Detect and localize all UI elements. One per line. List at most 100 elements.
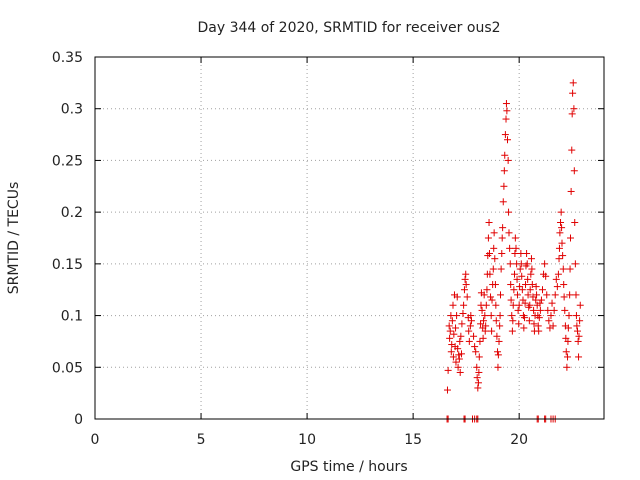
data-point xyxy=(548,299,556,307)
data-point xyxy=(569,79,577,87)
data-point xyxy=(544,306,552,314)
data-point xyxy=(448,317,456,325)
data-point xyxy=(541,260,549,268)
data-point xyxy=(452,358,460,366)
data-point xyxy=(450,330,458,338)
data-point xyxy=(523,250,531,258)
data-point xyxy=(515,301,523,309)
data-point xyxy=(482,301,490,309)
data-point xyxy=(545,317,553,325)
x-tick-label: 15 xyxy=(404,432,422,448)
data-point xyxy=(502,115,510,123)
y-tick-label: 0.1 xyxy=(61,309,83,325)
data-point xyxy=(527,270,535,278)
data-point xyxy=(559,265,567,273)
data-point xyxy=(505,229,513,237)
data-point xyxy=(500,182,508,190)
data-point xyxy=(483,286,491,294)
data-point xyxy=(480,291,488,299)
data-point xyxy=(537,296,545,304)
data-point xyxy=(573,322,581,330)
data-point xyxy=(461,275,469,283)
data-point xyxy=(513,291,521,299)
data-point xyxy=(558,224,566,232)
data-point xyxy=(475,353,483,361)
data-point xyxy=(456,368,464,376)
x-tick-label: 20 xyxy=(510,432,528,448)
data-point xyxy=(509,317,517,325)
data-point xyxy=(485,250,493,258)
data-point xyxy=(573,327,581,335)
data-point xyxy=(476,337,484,345)
data-point xyxy=(482,322,490,330)
data-point xyxy=(575,332,583,340)
data-point xyxy=(498,250,506,258)
data-point xyxy=(550,306,558,314)
y-axis-label: SRMTID / TECUs xyxy=(6,182,22,295)
data-point xyxy=(560,281,568,289)
data-point xyxy=(547,312,555,320)
data-point xyxy=(526,301,534,309)
data-point xyxy=(555,255,563,263)
data-point xyxy=(452,324,460,332)
plot-frame xyxy=(94,56,605,420)
data-point xyxy=(500,167,508,175)
data-point xyxy=(472,348,480,356)
data-point xyxy=(542,272,550,280)
data-point xyxy=(503,107,511,115)
data-point xyxy=(511,250,519,258)
data-point xyxy=(535,314,543,322)
data-point xyxy=(526,286,534,294)
data-point xyxy=(492,301,500,309)
data-point xyxy=(551,291,559,299)
data-point xyxy=(444,366,452,374)
y-tick-label: 0 xyxy=(74,412,83,428)
data-point xyxy=(488,296,496,304)
data-point xyxy=(473,374,481,382)
data-point xyxy=(478,306,486,314)
data-point xyxy=(475,368,483,376)
grid-lines xyxy=(95,57,604,419)
y-tick-label: 0.15 xyxy=(52,257,83,273)
data-point xyxy=(474,379,482,387)
data-point xyxy=(568,146,576,154)
data-point xyxy=(502,100,510,108)
data-point xyxy=(446,334,454,342)
data-point xyxy=(504,136,512,144)
data-point xyxy=(477,320,485,328)
data-point xyxy=(560,293,568,301)
data-point xyxy=(466,322,474,330)
data-point xyxy=(484,234,492,242)
y-tick-label: 0.25 xyxy=(52,153,83,169)
y-tick-label: 0.3 xyxy=(61,102,83,118)
data-point xyxy=(499,224,507,232)
data-point xyxy=(492,317,500,325)
data-point xyxy=(462,281,470,289)
data-point xyxy=(465,327,473,335)
data-point xyxy=(524,275,532,283)
data-point xyxy=(505,208,513,216)
data-point xyxy=(479,334,487,342)
data-point xyxy=(454,363,462,371)
data-point xyxy=(467,312,475,320)
data-point xyxy=(507,281,515,289)
data-point xyxy=(527,255,535,263)
data-point xyxy=(515,320,523,328)
data-point xyxy=(574,337,582,345)
data-point xyxy=(518,272,526,280)
data-point xyxy=(508,312,516,320)
data-point xyxy=(520,324,528,332)
data-point xyxy=(501,151,509,159)
data-point xyxy=(510,286,518,294)
data-point xyxy=(565,312,573,320)
data-point xyxy=(536,306,544,314)
data-point xyxy=(524,291,532,299)
data-point xyxy=(449,301,457,309)
data-point xyxy=(520,314,528,322)
data-point xyxy=(535,327,543,335)
data-point xyxy=(522,281,530,289)
data-point xyxy=(564,324,572,332)
data-point xyxy=(572,312,580,320)
data-point xyxy=(570,105,578,113)
